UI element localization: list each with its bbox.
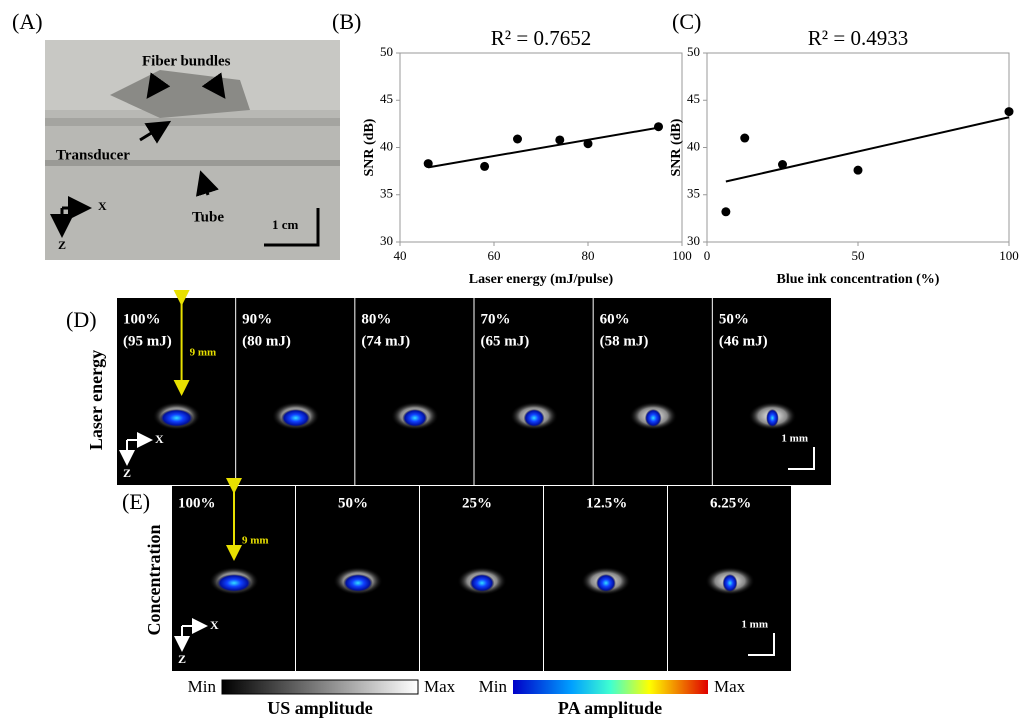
y-tick-label: 35 [687,186,700,201]
pa-signal [596,574,616,592]
data-point [555,135,564,144]
trend-line [428,128,658,168]
panel-label: (B) [332,9,361,34]
y-tick-label: 30 [687,233,700,248]
data-point [778,160,787,169]
image-caption: 60% [600,311,630,327]
image-caption: 6.25% [710,495,751,511]
depth-label: 9 mm [190,347,217,359]
image-caption: 90% [242,311,272,327]
colorbar-label: PA amplitude [558,698,662,718]
pa-signal [217,574,252,592]
chart-title: R² = 0.4933 [808,26,908,50]
scale-label: 1 mm [781,433,808,445]
data-point [584,139,593,148]
axis-arrow-label: Z [123,466,131,480]
colorbar-max: Max [424,677,456,696]
data-point [740,134,749,143]
data-point [854,166,863,175]
colorbar-label: US amplitude [267,698,373,718]
panel-label: (E) [122,489,150,514]
panel-label: (D) [66,307,97,332]
x-tick-label: 40 [394,248,407,263]
scale-label: 1 cm [272,217,299,232]
colorbar-max: Max [714,677,746,696]
y-tick-label: 30 [380,233,393,248]
colorbar-min: Min [188,677,217,696]
pa-signal [343,574,373,592]
y-axis-label: SNR (dB) [669,118,684,176]
pa-signal [402,409,427,427]
image-caption: (46 mJ) [719,333,768,349]
x-tick-label: 100 [999,248,1019,263]
x-axis-label: Laser energy (mJ/pulse) [469,272,614,287]
trend-line [726,117,1009,181]
pa-signal [524,409,545,427]
colorbar [513,680,708,694]
pa-signal [766,409,779,427]
photo-annotation: Fiber bundles [142,53,231,69]
y-tick-label: 40 [687,138,700,153]
data-point [424,159,433,168]
image-caption: (65 mJ) [481,333,530,349]
data-point [480,162,489,171]
x-tick-label: 80 [582,248,595,263]
image-caption: 100% [123,311,161,327]
photo-annotation: Tube [192,209,224,225]
axis-arrow-label: Z [58,238,66,252]
y-tick-label: 45 [380,91,393,106]
row-label: Laser energy [86,350,106,450]
photo-annotation: Transducer [56,147,130,163]
image-caption: (58 mJ) [600,333,649,349]
y-tick-label: 50 [380,44,393,59]
data-point [721,207,730,216]
data-point [654,122,663,131]
colorbar [222,680,418,694]
panel-label: (A) [12,9,43,34]
figure: (A) (B) (C) (D) (E) Fiber bundles Transd… [0,0,1032,718]
axis-arrow-label: Z [178,652,186,666]
colorbar-min: Min [479,677,508,696]
plot-frame [707,53,1009,242]
x-tick-label: 100 [672,248,692,263]
row-label: Concentration [144,525,164,636]
y-tick-label: 35 [380,186,393,201]
axis-arrow-label: X [98,199,107,213]
image-caption: 70% [481,311,511,327]
y-axis-label: SNR (dB) [362,118,377,176]
pa-signal [645,409,662,427]
depth-label: 9 mm [242,535,269,547]
x-tick-label: 50 [852,248,865,263]
chart-title: R² = 0.7652 [491,26,591,50]
data-point [513,134,522,143]
image-caption: 12.5% [586,495,627,511]
image-caption: 50% [338,495,368,511]
y-tick-label: 40 [380,138,393,153]
pa-signal [281,409,310,427]
image-caption: (95 mJ) [123,333,172,349]
y-tick-label: 50 [687,44,700,59]
scale-label: 1 mm [741,619,768,631]
pa-signal [160,409,193,427]
image-caption: 50% [719,311,749,327]
axis-arrow-label: X [210,618,219,632]
data-point [1005,107,1014,116]
x-tick-label: 0 [704,248,711,263]
image-caption: 80% [361,311,391,327]
image-caption: 25% [462,495,492,511]
axis-arrow-label: X [155,432,164,446]
y-tick-label: 45 [687,91,700,106]
panel-label: (C) [672,9,701,34]
image-caption: (74 mJ) [361,333,410,349]
x-tick-label: 60 [488,248,501,263]
image-caption: (80 mJ) [242,333,291,349]
x-axis-label: Blue ink concentration (%) [777,272,940,287]
pa-signal [470,574,495,592]
pa-signal [723,574,738,592]
image-caption: 100% [178,495,216,511]
